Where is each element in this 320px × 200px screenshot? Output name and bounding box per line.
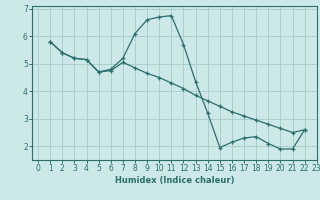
X-axis label: Humidex (Indice chaleur): Humidex (Indice chaleur) bbox=[115, 176, 234, 185]
